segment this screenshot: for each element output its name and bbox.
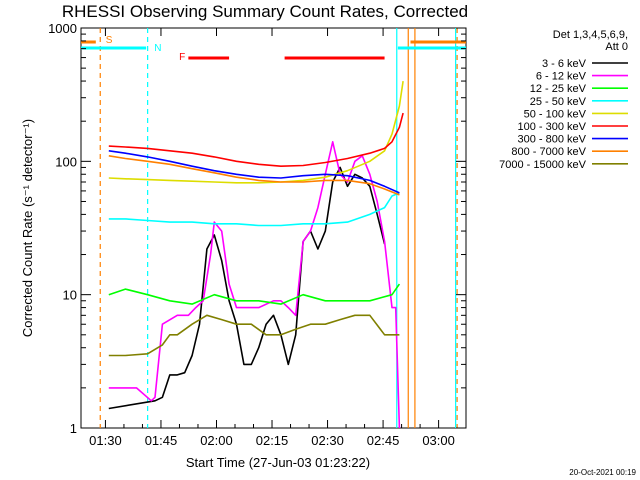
axis-ticks: 01:30 01:45 02:00 02:15 02:30 02:45 03:00 1 10 10… bbox=[48, 21, 466, 448]
flag-annotations: S N F bbox=[106, 35, 185, 63]
legend-label-6: 300 - 800 keV bbox=[518, 134, 587, 146]
y-tick-label-0: 1 bbox=[70, 421, 77, 436]
legend-label-8: 7000 - 15000 keV bbox=[499, 159, 587, 171]
x-tick-label-5: 02:45 bbox=[367, 433, 400, 448]
y-axis-label: Corrected Count Rate (s⁻¹ detector⁻¹) bbox=[20, 119, 35, 337]
legend-label-2: 12 - 25 keV bbox=[530, 83, 587, 95]
x-tick-label-2: 02:00 bbox=[200, 433, 233, 448]
legend-label-7: 800 - 7000 keV bbox=[511, 146, 586, 158]
series-line-5 bbox=[108, 112, 404, 167]
x-axis-label: Start Time (27-Jun-03 01:23:22) bbox=[186, 455, 370, 470]
y-tick-label-2: 100 bbox=[55, 154, 77, 169]
series-line-0 bbox=[108, 166, 386, 410]
chart-title: RHESSI Observing Summary Count Rates, Co… bbox=[62, 2, 468, 21]
legend-label-0: 3 - 6 keV bbox=[542, 58, 587, 70]
legend-header-line-1: Det 1,3,4,5,6,9, bbox=[553, 29, 628, 41]
legend-label-5: 100 - 300 keV bbox=[518, 121, 587, 133]
plot-frame bbox=[80, 27, 467, 429]
series-line-4 bbox=[108, 80, 404, 184]
flag-label-n: N bbox=[154, 43, 161, 54]
series-line-6 bbox=[108, 150, 400, 194]
x-tick-label-0: 01:30 bbox=[89, 433, 122, 448]
x-tick-label-1: 01:45 bbox=[145, 433, 178, 448]
series-lines bbox=[108, 80, 404, 429]
flag-label-s: S bbox=[106, 35, 113, 46]
legend-label-3: 25 - 50 keV bbox=[530, 96, 587, 108]
y-tick-label-1: 10 bbox=[63, 288, 77, 303]
series-line-8 bbox=[108, 314, 400, 357]
series-line-7 bbox=[108, 155, 400, 196]
y-tick-label-3: 1000 bbox=[48, 21, 77, 36]
legend-label-1: 6 - 12 keV bbox=[536, 71, 587, 83]
series-line-1 bbox=[108, 141, 401, 429]
x-tick-label-6: 03:00 bbox=[422, 433, 455, 448]
x-tick-label-4: 02:30 bbox=[311, 433, 344, 448]
flag-bars bbox=[81, 40, 466, 60]
x-tick-label-3: 02:15 bbox=[256, 433, 289, 448]
footer-timestamp: 20-Oct-2021 00:19 bbox=[569, 468, 636, 477]
marker-lines bbox=[99, 28, 458, 428]
legend-header-line-2: Att 0 bbox=[605, 41, 628, 53]
legend-label-4: 50 - 100 keV bbox=[524, 108, 587, 120]
series-line-3 bbox=[108, 192, 400, 227]
flag-label-f: F bbox=[179, 52, 185, 63]
series-line-2 bbox=[108, 283, 401, 305]
